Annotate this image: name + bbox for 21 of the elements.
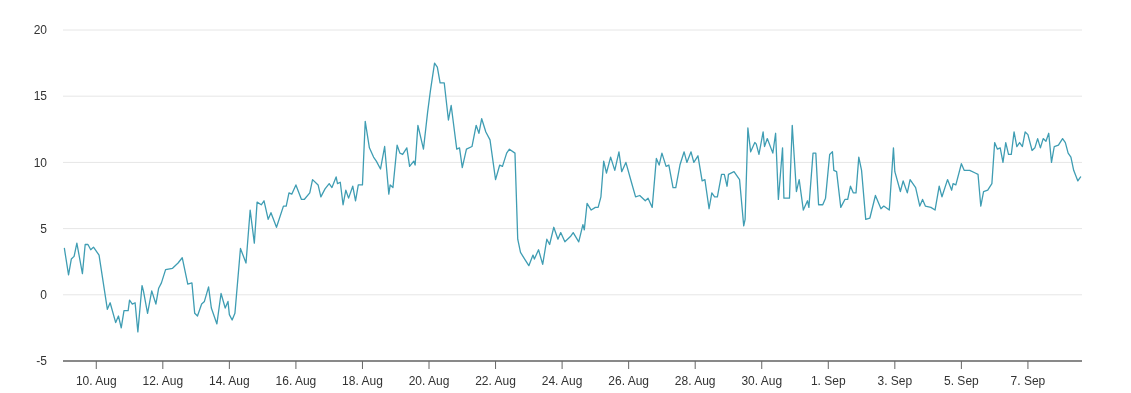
x-tick-label: 5. Sep (944, 374, 980, 388)
x-tick-label: 12. Aug (142, 374, 184, 388)
x-tick-label: 1. Sep (810, 374, 846, 388)
y-tick-label: 15 (33, 89, 48, 104)
y-tick-label: 5 (40, 221, 48, 236)
y-tick-label: 0 (40, 288, 48, 302)
y-tick-label: -5 (36, 354, 48, 369)
x-tick-label: 18. Aug (342, 374, 383, 388)
x-tick-label: 3. Sep (877, 374, 913, 388)
x-tick-label: 10. Aug (75, 374, 117, 388)
x-tick-label: 22. Aug (475, 374, 516, 388)
x-tick-label: 26. Aug (608, 374, 650, 388)
x-tick-label: 7. Sep (1010, 374, 1046, 388)
x-tick-label: 14. Aug (209, 374, 250, 388)
x-tick-label: 20. Aug (408, 374, 450, 388)
x-tick-label: 28. Aug (674, 374, 716, 388)
x-tick-label: 16. Aug (275, 374, 317, 388)
y-tick-label: 10 (33, 155, 48, 170)
x-tick-label: 30. Aug (741, 374, 783, 388)
x-tick-label: 24. Aug (541, 374, 583, 388)
y-tick-label: 20 (33, 23, 48, 38)
